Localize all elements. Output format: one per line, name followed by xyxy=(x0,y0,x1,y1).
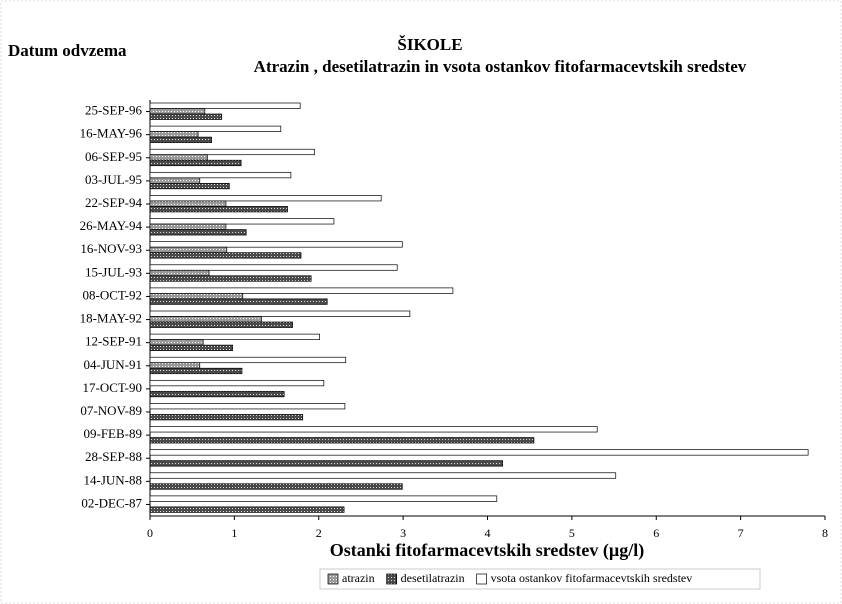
y-tick-label: 03-JUL-95 xyxy=(85,172,142,187)
y-tick-label: 15-JUL-93 xyxy=(85,264,142,279)
x-axis-title: Ostanki fitofarmacevtskih sredstev (µg/l… xyxy=(330,540,645,561)
legend-label: vsota ostankov fitofarmacevtskih sredste… xyxy=(491,571,693,585)
bar xyxy=(149,182,230,190)
bar xyxy=(149,437,535,444)
bar xyxy=(149,316,262,323)
y-tick-label: 28-SEP-88 xyxy=(85,449,142,464)
bar xyxy=(149,195,382,202)
bar xyxy=(149,483,403,490)
bar xyxy=(149,414,304,421)
bar xyxy=(149,113,223,120)
bar xyxy=(149,131,199,138)
legend-box xyxy=(319,568,761,590)
bar xyxy=(149,390,285,398)
bar xyxy=(149,154,208,161)
x-tick-label: 8 xyxy=(822,526,828,540)
y-tick-label: 16-MAY-96 xyxy=(80,126,143,141)
bar xyxy=(149,506,345,513)
legend-label: atrazin xyxy=(342,571,375,585)
bar xyxy=(149,252,302,259)
bar xyxy=(149,356,347,364)
x-tick-label: 5 xyxy=(569,526,575,540)
x-tick-label: 7 xyxy=(738,526,744,540)
bar xyxy=(149,449,809,456)
bar xyxy=(149,344,234,351)
legend-label: desetilatrazin xyxy=(401,571,465,585)
bar xyxy=(149,148,315,156)
bar xyxy=(149,159,242,167)
bar xyxy=(149,321,293,328)
bar xyxy=(149,339,204,346)
bar xyxy=(149,136,212,143)
bar xyxy=(149,426,598,433)
y-tick-label: 08-OCT-92 xyxy=(83,287,142,302)
bar xyxy=(149,293,244,300)
bar xyxy=(149,333,320,340)
bar xyxy=(149,269,210,277)
bar xyxy=(149,472,617,479)
x-tick-label: 2 xyxy=(316,526,322,540)
bar xyxy=(149,287,454,294)
bar xyxy=(149,362,201,369)
bar xyxy=(149,206,288,213)
bar xyxy=(149,403,346,410)
y-tick-label: 16-NOV-93 xyxy=(80,241,142,256)
legend-swatch xyxy=(386,573,398,585)
y-tick-label: 04-JUN-91 xyxy=(84,357,143,372)
bar xyxy=(149,218,335,225)
y-tick-label: 12-SEP-91 xyxy=(85,334,142,349)
y-tick-label: 09-FEB-89 xyxy=(84,426,143,441)
y-axis-title: Datum odvzema xyxy=(8,41,127,60)
bar xyxy=(149,246,228,254)
bar xyxy=(149,241,403,248)
x-tick-label: 4 xyxy=(485,526,491,540)
bar xyxy=(149,125,282,132)
chart-subtitle: Atrazin , desetilatrazin in vsota ostank… xyxy=(254,57,747,76)
bar xyxy=(149,460,504,467)
legend-swatch xyxy=(476,573,487,585)
y-tick-label: 25-SEP-96 xyxy=(85,103,143,118)
x-tick-label: 3 xyxy=(400,526,406,540)
y-tick-label: 02-DEC-87 xyxy=(81,495,142,510)
bar xyxy=(149,229,247,236)
bar xyxy=(149,495,498,502)
x-tick-label: 0 xyxy=(147,526,153,540)
x-tick-label: 1 xyxy=(231,526,237,540)
y-tick-label: 14-JUN-88 xyxy=(84,472,143,487)
x-tick-label: 6 xyxy=(653,526,659,540)
y-tick-label: 18-MAY-92 xyxy=(80,311,142,326)
legend-swatch xyxy=(327,573,339,585)
y-tick-label: 06-SEP-95 xyxy=(85,149,142,164)
bar xyxy=(149,275,312,282)
y-tick-label: 17-OCT-90 xyxy=(83,380,142,395)
bar xyxy=(149,298,328,305)
chart-title: ŠIKOLE xyxy=(397,35,462,54)
bar xyxy=(149,379,325,387)
bar xyxy=(149,171,292,179)
bar xyxy=(149,264,398,271)
y-tick-label: 22-SEP-94 xyxy=(85,195,143,210)
y-tick-label: 07-NOV-89 xyxy=(80,403,142,418)
bar xyxy=(149,367,243,375)
bar xyxy=(149,223,227,230)
bar xyxy=(149,310,411,317)
bar xyxy=(149,177,201,184)
y-tick-label: 26-MAY-94 xyxy=(80,218,143,233)
bar xyxy=(149,200,227,207)
bar xyxy=(149,102,301,109)
bar xyxy=(149,108,206,115)
